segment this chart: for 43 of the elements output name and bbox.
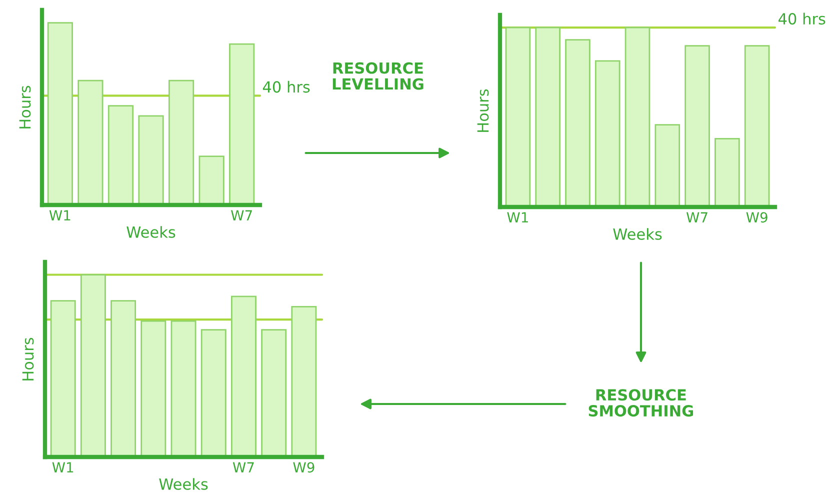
text: RESOURCE SMOOTHING [588,389,693,417]
x-tick-label: W1 [52,462,74,472]
text: RESOURCE LEVELLING [332,62,424,90]
y-axis-title: Hours [22,338,34,380]
x-tick-label: W7 [231,210,252,220]
bar [80,274,106,457]
bar [47,22,73,205]
x-tick-label: W1 [507,212,528,222]
bar [565,39,590,207]
x-tick-label: W1 [49,210,70,220]
y-axis-title: Hours [19,86,31,128]
bar [291,306,317,457]
x-tick-label: W9 [746,212,768,223]
bar [168,80,194,205]
bar [230,296,256,457]
bar [78,80,104,205]
ref-line-label: 40 hrs [778,12,826,25]
ref-line-label: 40 hrs [262,80,310,93]
bar [744,45,770,207]
bar [200,329,226,457]
bar [505,26,531,207]
x-tick-label: W7 [232,462,254,472]
x-tick-label: W7 [686,212,708,222]
bar [110,300,136,457]
bar [261,329,287,457]
bar [140,320,166,457]
bar [535,26,560,207]
x-axis-title: Weeks [159,478,208,490]
x-axis-title: Weeks [126,226,176,238]
bar [594,60,620,207]
x-tick-label: W9 [293,462,314,473]
bar [684,45,710,207]
x-axis-title: Weeks [613,228,662,240]
bar [50,300,76,457]
bar [138,115,164,205]
bar [714,138,740,207]
bar [170,320,196,457]
y-axis-title: Hours [477,89,489,132]
bar [198,156,224,205]
bar [654,124,680,207]
bar [229,43,255,205]
bar [108,105,134,205]
bar [624,26,650,207]
